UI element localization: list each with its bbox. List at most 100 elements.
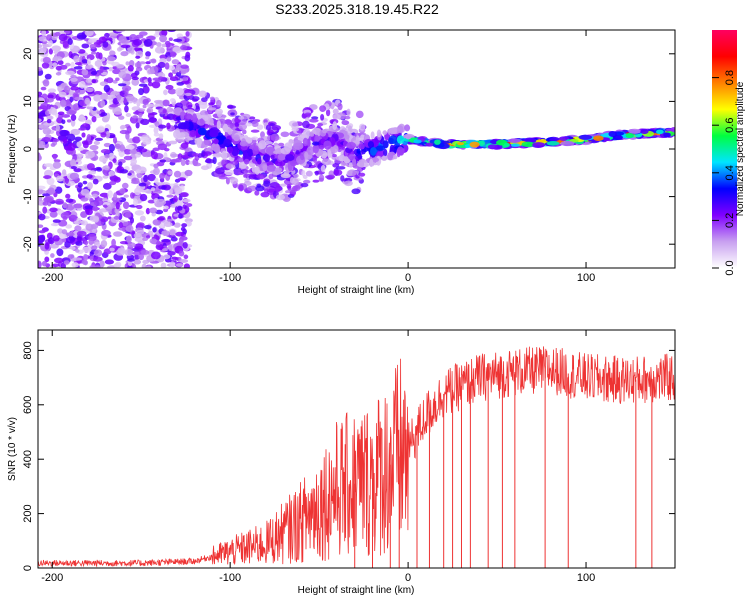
spectrogram-cell — [81, 43, 90, 49]
spectrogram-cell — [167, 251, 176, 256]
spectrogram-cell — [207, 107, 217, 111]
spectrogram-cell — [302, 137, 308, 147]
spectrogram-cell — [84, 30, 94, 37]
spectrogram-cell — [300, 182, 309, 188]
spectrogram-cell — [79, 80, 86, 89]
x-tick-label: -100 — [219, 272, 241, 284]
spectrogram-cell — [145, 207, 151, 215]
spectrogram-cell — [82, 246, 92, 253]
spectrogram-cell — [175, 263, 184, 267]
spectrogram-cell — [82, 180, 88, 185]
spectrogram-cell — [277, 142, 285, 147]
spectrogram-cell — [41, 136, 51, 143]
spectrogram-cell — [137, 108, 146, 112]
spectrogram-cell — [318, 177, 324, 182]
spectrogram-cell — [43, 163, 54, 168]
spectrogram-cell — [41, 62, 50, 69]
spectrogram-cell — [503, 142, 510, 148]
spectrogram-cell — [119, 188, 126, 194]
spectrogram-cell — [332, 121, 338, 131]
spectrogram-cell — [558, 136, 570, 141]
spectrogram-cell — [90, 51, 97, 55]
spectrogram-cell — [158, 124, 167, 129]
spectrogram-cell — [183, 263, 190, 268]
spectrogram-cell — [42, 44, 47, 53]
spectrogram-cell — [507, 138, 521, 143]
spectrogram-cell — [184, 151, 189, 156]
spectrogram-cell — [146, 265, 152, 268]
spectrogram-cell — [38, 91, 43, 96]
spectrogram-cell — [182, 76, 188, 81]
spectrogram-cell — [84, 97, 91, 105]
spectrogram-cell — [250, 129, 260, 133]
snr-panel: -200 -100 0 100 0 200 400 600 800 Height of str… — [7, 329, 676, 596]
spectrogram-cell — [311, 116, 319, 120]
spectrogram-cell — [347, 169, 357, 177]
spectrogram-cell — [127, 258, 135, 262]
spectrogram-cell — [93, 94, 102, 102]
spectrogram-cell — [185, 159, 190, 166]
spectrogram-cell — [337, 102, 343, 111]
spectrogram-cell — [175, 139, 186, 143]
spectrogram-cell — [369, 146, 377, 156]
spectrogram-cell — [61, 114, 71, 118]
spectrogram-cell — [344, 115, 351, 120]
snr-y-ticks: 0 200 400 600 800 — [22, 341, 675, 571]
spectrogram-cell — [388, 135, 398, 145]
y-tick-label: -10 — [22, 189, 34, 205]
spectrogram-cell — [304, 112, 312, 117]
spectrogram-cell — [97, 197, 103, 202]
spectrogram-cell — [227, 128, 233, 135]
spectrogram-cell — [99, 112, 108, 117]
spectrogram-cell — [118, 149, 125, 158]
spectrogram-cell — [167, 88, 177, 95]
spectrogram-cell — [127, 64, 134, 72]
spectrogram-cell — [49, 210, 58, 218]
spectrogram-cell — [292, 122, 298, 127]
spectrogram-cell — [125, 144, 135, 150]
spectrogram-cell — [302, 174, 308, 180]
spectrogram-cell — [105, 130, 111, 139]
spectrogram-cell — [182, 198, 191, 203]
spectrogram-cell — [96, 167, 103, 172]
spectrogram-cell — [100, 92, 109, 101]
spectrogram-cell — [112, 158, 117, 163]
spectrogram-cell — [179, 111, 186, 116]
spectrogram-cell — [108, 152, 115, 160]
spectrogram-cell — [70, 158, 76, 165]
spectrogram-cell — [169, 261, 176, 268]
spectrogram-cell — [85, 64, 93, 70]
spectrogram-cell — [123, 155, 133, 161]
spectrogram-cell — [162, 99, 170, 107]
spectrogram-cell — [357, 154, 363, 159]
spectrogram-cell — [293, 142, 304, 150]
spectrogram-cell — [82, 141, 89, 149]
spectrogram-cell — [125, 112, 132, 118]
spectrogram-cell — [183, 254, 189, 260]
spectrogram-cell — [84, 205, 94, 210]
spectrogram-cell — [44, 110, 50, 116]
spectrogram-cell — [91, 115, 97, 123]
spectrogram-cell — [113, 192, 118, 201]
spectrogram-cell — [124, 212, 132, 218]
spectrogram-cell — [70, 128, 81, 136]
spectrogram-cell — [176, 205, 183, 211]
spectrogram-cell — [38, 44, 43, 49]
spectrogram-cell — [102, 182, 112, 190]
spectrogram-cell — [169, 76, 179, 82]
spectrogram-cell — [275, 194, 286, 201]
spectrogram-cell — [130, 180, 141, 185]
spectrogram-cell — [549, 137, 559, 142]
spectrogram-cell — [150, 187, 156, 192]
spectrogram-cell — [224, 169, 235, 176]
spectrogram-cell — [96, 111, 102, 115]
spectrogram-cell — [277, 153, 286, 161]
spectrogram-cell — [65, 224, 73, 229]
spectrogram-cell — [44, 256, 50, 263]
spectrogram-cell — [166, 56, 172, 62]
spectrogram-cell — [178, 195, 183, 201]
spectrogram-cell — [73, 168, 82, 173]
spectrogram-cell — [256, 183, 262, 188]
colorbar-ticks: 0.0 0.2 0.4 0.6 0.8 — [712, 70, 736, 276]
